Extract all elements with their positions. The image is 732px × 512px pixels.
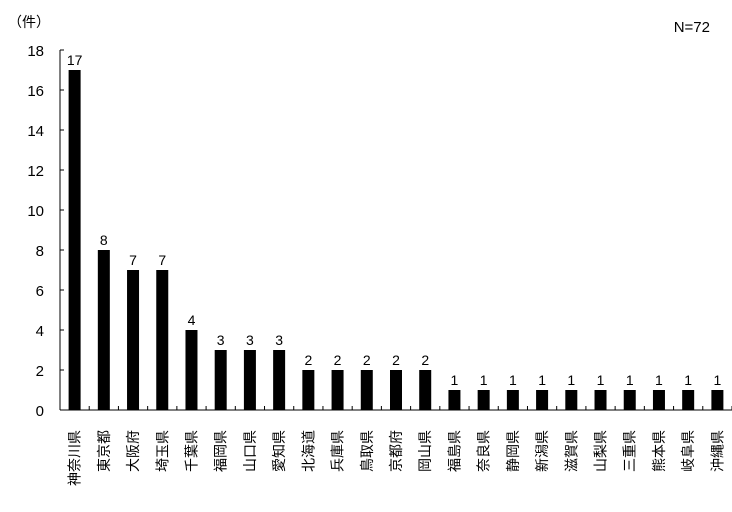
bar — [565, 390, 578, 410]
bar — [711, 390, 724, 410]
bar — [243, 350, 256, 410]
data-label: 2 — [363, 352, 371, 368]
bar — [506, 390, 519, 410]
data-label: 7 — [158, 252, 166, 268]
y-tick-label: 10 — [27, 203, 44, 220]
x-tick-label: 北海道 — [300, 430, 316, 472]
x-tick-label: 福岡県 — [213, 430, 229, 472]
x-tick-label: 東京都 — [96, 430, 112, 472]
bar — [185, 330, 198, 410]
data-label: 7 — [129, 252, 137, 268]
data-label: 1 — [509, 372, 517, 388]
x-tick-label: 熊本県 — [651, 430, 667, 472]
x-tick-label: 岡山県 — [417, 430, 433, 472]
bar — [156, 270, 169, 410]
data-label: 1 — [567, 372, 575, 388]
x-tick-label: 神奈川県 — [67, 430, 83, 486]
bar — [594, 390, 607, 410]
bar — [331, 370, 344, 410]
x-tick-label: 沖縄県 — [709, 430, 725, 472]
y-tick-label: 12 — [27, 163, 44, 180]
bar — [536, 390, 549, 410]
bar — [127, 270, 140, 410]
data-label: 3 — [275, 332, 283, 348]
bar — [623, 390, 636, 410]
data-label: 17 — [67, 52, 83, 68]
data-label: 1 — [684, 372, 692, 388]
x-tick-label: 静岡県 — [505, 430, 521, 472]
bar — [360, 370, 373, 410]
data-label: 2 — [334, 352, 342, 368]
bar — [273, 350, 286, 410]
sample-size-note: N=72 — [674, 19, 710, 36]
bar — [682, 390, 695, 410]
y-tick-label: 4 — [36, 323, 44, 340]
y-tick-label: 14 — [27, 123, 44, 140]
x-tick-label: 奈良県 — [476, 430, 492, 472]
x-tick-label: 山梨県 — [593, 430, 609, 472]
x-tick-label: 福島県 — [446, 430, 462, 472]
data-label: 3 — [217, 332, 225, 348]
data-label: 3 — [246, 332, 254, 348]
y-tick-label: 18 — [27, 43, 44, 60]
y-tick-label: 6 — [36, 283, 44, 300]
bar — [652, 390, 665, 410]
data-label: 1 — [597, 372, 605, 388]
data-label: 8 — [100, 232, 108, 248]
data-label: 4 — [188, 312, 196, 328]
data-label: 1 — [451, 372, 459, 388]
x-tick-label: 千葉県 — [183, 430, 199, 472]
bar — [390, 370, 402, 410]
x-tick-label: 山口県 — [242, 430, 258, 472]
x-tick-label: 新潟県 — [534, 430, 550, 472]
data-label: 1 — [626, 372, 634, 388]
x-tick-label: 埼玉県 — [154, 430, 170, 472]
x-tick-label: 三重県 — [622, 430, 638, 472]
data-label: 2 — [304, 352, 312, 368]
y-unit-label: （件） — [8, 14, 50, 30]
bar — [68, 70, 81, 410]
data-label: 1 — [713, 372, 721, 388]
y-tick-label: 8 — [36, 243, 44, 260]
y-tick-label: 16 — [27, 83, 44, 100]
data-label: 2 — [421, 352, 429, 368]
bar — [97, 250, 110, 410]
x-tick-label: 愛知県 — [271, 430, 287, 472]
x-tick-label: 京都府 — [388, 430, 404, 472]
data-label: 1 — [655, 372, 663, 388]
y-tick-label: 2 — [36, 363, 44, 380]
bar — [477, 390, 490, 410]
data-label: 2 — [392, 352, 400, 368]
x-tick-label: 兵庫県 — [330, 430, 346, 472]
x-tick-label: 鳥取県 — [359, 430, 375, 472]
data-label: 1 — [480, 372, 488, 388]
x-tick-label: 岐阜県 — [680, 430, 696, 472]
bar — [419, 370, 432, 410]
x-tick-label: 滋賀県 — [563, 430, 579, 472]
data-label: 1 — [538, 372, 546, 388]
bar — [448, 390, 461, 410]
bar — [302, 370, 315, 410]
bar — [214, 350, 227, 410]
y-tick-label: 0 — [36, 403, 44, 420]
x-tick-label: 大阪府 — [125, 430, 141, 472]
